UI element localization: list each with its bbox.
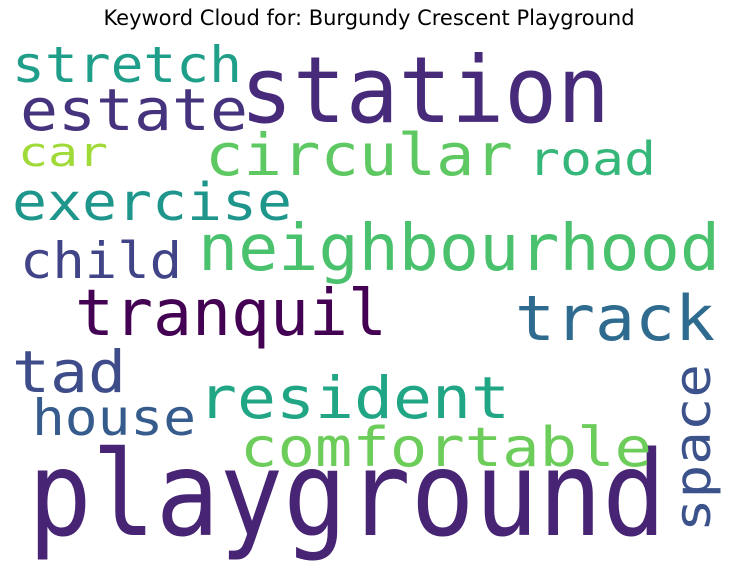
word-track: track bbox=[515, 282, 715, 355]
word-playground: playground bbox=[28, 425, 666, 563]
word-child: child bbox=[20, 232, 182, 290]
word-car: car bbox=[18, 130, 108, 176]
word-road: road bbox=[528, 132, 656, 186]
word-tranquil: tranquil bbox=[75, 277, 387, 351]
word-neighbourhood: neighbourhood bbox=[198, 212, 720, 286]
word-space: space bbox=[664, 364, 722, 532]
word-estate: estate bbox=[20, 76, 248, 144]
word-station: station bbox=[240, 37, 610, 144]
word-comfortable: comfortable bbox=[240, 416, 652, 479]
word-tad: tad bbox=[12, 338, 126, 406]
chart-title: Keyword Cloud for: Burgundy Crescent Pla… bbox=[103, 6, 635, 30]
word-resident: resident bbox=[198, 364, 510, 432]
word-house: house bbox=[32, 389, 196, 447]
word-circular: circular bbox=[205, 121, 513, 189]
word-stretch: stretch bbox=[12, 36, 242, 94]
word-exercise: exercise bbox=[12, 173, 292, 233]
